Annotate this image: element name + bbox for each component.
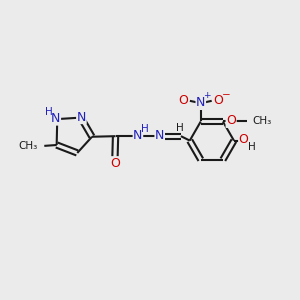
Text: N: N bbox=[155, 129, 164, 142]
Text: H: H bbox=[45, 107, 53, 117]
Text: CH₃: CH₃ bbox=[252, 116, 272, 127]
Text: O: O bbox=[214, 94, 224, 107]
Text: O: O bbox=[110, 157, 120, 170]
Text: N: N bbox=[196, 96, 206, 109]
Text: N: N bbox=[51, 112, 61, 125]
Text: +: + bbox=[203, 91, 210, 100]
Text: H: H bbox=[248, 142, 256, 152]
Text: N: N bbox=[133, 129, 142, 142]
Text: H: H bbox=[176, 123, 183, 133]
Text: O: O bbox=[226, 114, 236, 128]
Text: −: − bbox=[221, 90, 230, 100]
Text: N: N bbox=[77, 110, 86, 124]
Text: H: H bbox=[141, 124, 149, 134]
Text: CH₃: CH₃ bbox=[18, 142, 38, 152]
Text: O: O bbox=[239, 134, 249, 146]
Text: O: O bbox=[178, 94, 188, 107]
